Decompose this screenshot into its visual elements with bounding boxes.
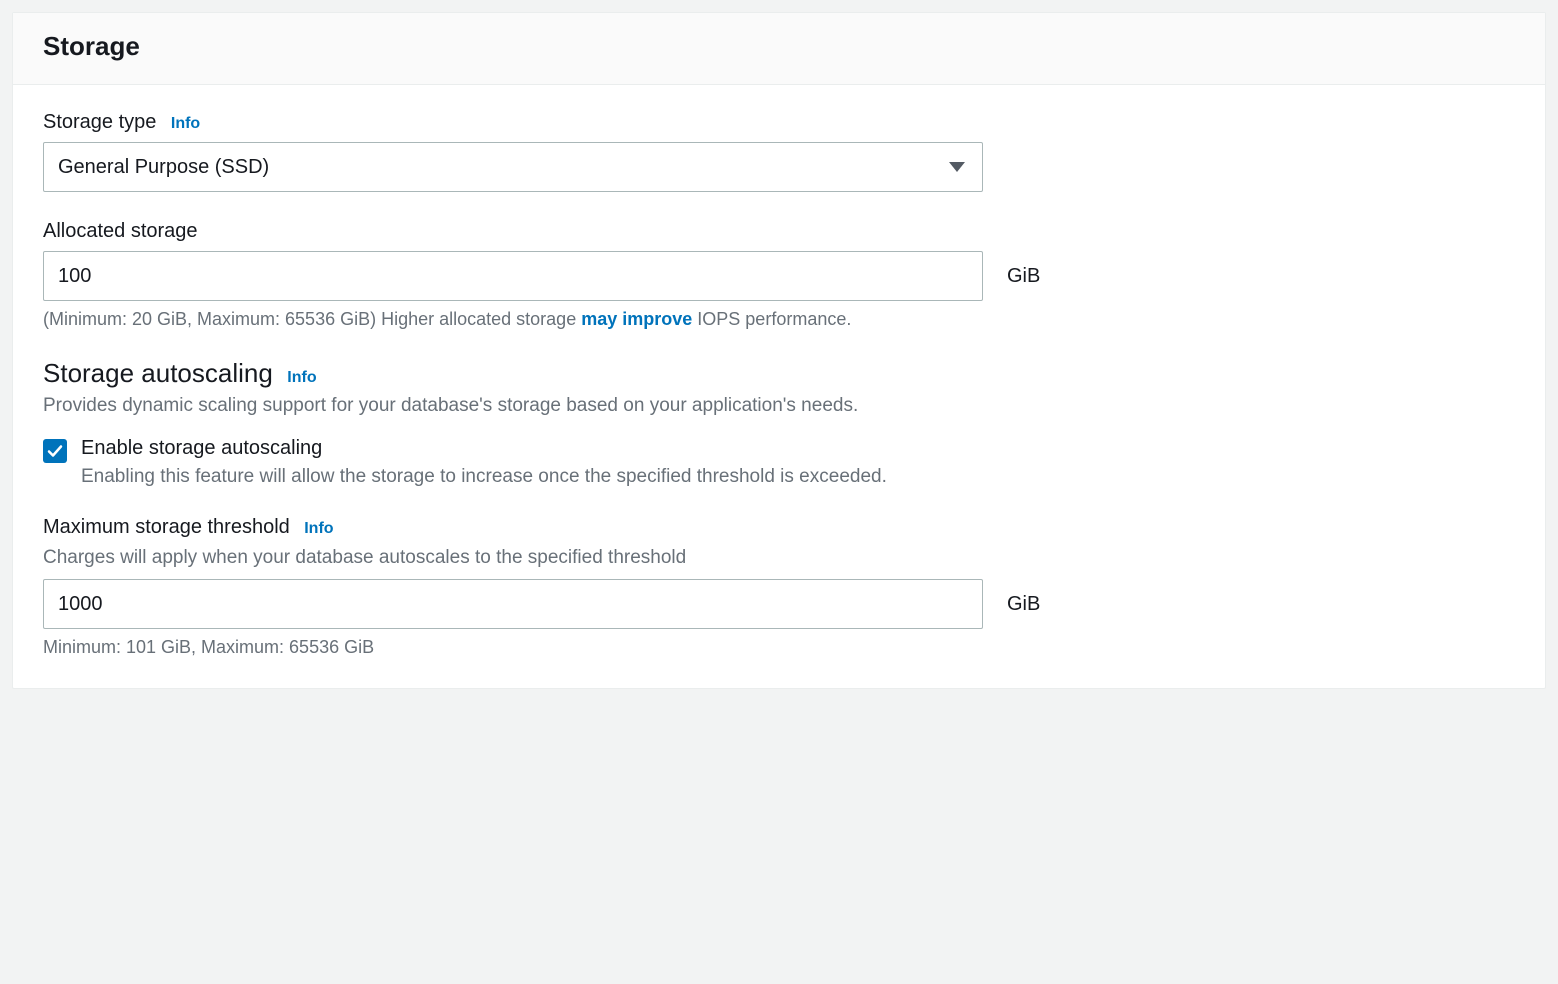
storage-type-label-row: Storage type Info [43, 111, 1515, 134]
checkmark-icon [47, 443, 63, 459]
storage-type-select-wrap: General Purpose (SSD) [43, 142, 983, 192]
allocated-storage-input[interactable] [43, 251, 983, 301]
allocated-storage-label-row: Allocated storage [43, 220, 1515, 243]
autoscaling-info-link[interactable]: Info [287, 369, 316, 386]
allocated-storage-unit: GiB [1007, 265, 1040, 288]
storage-type-select[interactable]: General Purpose (SSD) [43, 142, 983, 192]
storage-type-selected-value: General Purpose (SSD) [58, 156, 269, 179]
autoscaling-checkbox-desc: Enabling this feature will allow the sto… [81, 466, 951, 488]
storage-type-label: Storage type [43, 111, 156, 133]
storage-type-info-link[interactable]: Info [171, 115, 200, 132]
autoscaling-checkbox-label: Enable storage autoscaling [81, 437, 1515, 460]
max-threshold-label: Maximum storage threshold [43, 516, 290, 538]
may-improve-link[interactable]: may improve [581, 309, 692, 329]
autoscaling-desc: Provides dynamic scaling support for you… [43, 395, 1515, 417]
allocated-storage-label: Allocated storage [43, 220, 198, 242]
max-threshold-label-row: Maximum storage threshold Info [43, 516, 1515, 539]
max-threshold-desc: Charges will apply when your database au… [43, 547, 1515, 569]
autoscaling-checkbox-row: Enable storage autoscaling Enabling this… [43, 437, 1515, 488]
max-threshold-input[interactable] [43, 579, 983, 629]
autoscaling-heading: Storage autoscaling [43, 358, 273, 388]
max-threshold-field: Maximum storage threshold Info Charges w… [43, 516, 1515, 658]
autoscaling-checkbox-label-wrap: Enable storage autoscaling Enabling this… [81, 437, 1515, 488]
allocated-hint-suffix: IOPS performance. [692, 309, 851, 329]
allocated-storage-input-row: GiB [43, 251, 1515, 301]
enable-autoscaling-checkbox[interactable] [43, 439, 67, 463]
allocated-storage-hint: (Minimum: 20 GiB, Maximum: 65536 GiB) Hi… [43, 309, 1515, 330]
autoscaling-section: Storage autoscaling Info Provides dynami… [43, 358, 1515, 488]
allocated-hint-prefix: (Minimum: 20 GiB, Maximum: 65536 GiB) Hi… [43, 309, 581, 329]
storage-panel: Storage Storage type Info General Purpos… [12, 12, 1546, 689]
autoscaling-heading-row: Storage autoscaling Info [43, 358, 1515, 389]
max-threshold-info-link[interactable]: Info [304, 520, 333, 537]
max-threshold-input-row: GiB [43, 579, 1515, 629]
max-threshold-unit: GiB [1007, 593, 1040, 616]
panel-header: Storage [13, 13, 1545, 85]
allocated-storage-field: Allocated storage GiB (Minimum: 20 GiB, … [43, 220, 1515, 330]
panel-title: Storage [43, 31, 1515, 62]
panel-body: Storage type Info General Purpose (SSD) … [13, 85, 1545, 688]
max-threshold-hint: Minimum: 101 GiB, Maximum: 65536 GiB [43, 637, 1515, 658]
storage-type-field: Storage type Info General Purpose (SSD) [43, 111, 1515, 192]
